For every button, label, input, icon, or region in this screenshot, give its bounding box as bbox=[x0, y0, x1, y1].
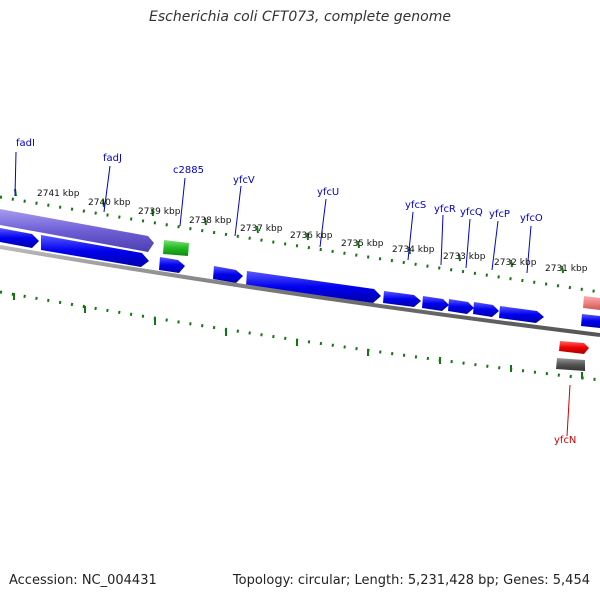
cds-arrow-3[interactable] bbox=[159, 257, 185, 273]
gene-label-yfcQ[interactable]: yfcQ bbox=[460, 207, 483, 269]
gene-name: yfcO bbox=[520, 213, 543, 224]
major-tick bbox=[306, 232, 309, 241]
cds-arrow-1[interactable] bbox=[0, 228, 39, 248]
gene-label-fadJ[interactable]: fadJ bbox=[103, 153, 122, 213]
outer-tick-ring bbox=[0, 195, 600, 294]
gene-fadJ-arrow[interactable] bbox=[41, 235, 149, 267]
gray-feature[interactable] bbox=[556, 358, 585, 371]
scale-label: 2737 kbp bbox=[240, 224, 283, 234]
map-title: Escherichia coli CFT073, complete genome bbox=[149, 9, 451, 25]
leader-line bbox=[103, 165, 111, 213]
gene-yfcQ-arrow[interactable] bbox=[448, 299, 474, 314]
cds-row bbox=[0, 228, 600, 328]
genome-summary-text: Topology: circular; Length: 5,231,428 bp… bbox=[232, 573, 590, 588]
gene-yfcR-arrow[interactable] bbox=[422, 296, 449, 311]
leader-line bbox=[465, 218, 471, 269]
gene-name: fadJ bbox=[103, 153, 122, 164]
gene-name: yfcN bbox=[554, 435, 576, 446]
gene-yfcN-arrow[interactable] bbox=[559, 341, 589, 354]
gene-name: c2885 bbox=[173, 165, 204, 176]
genome-backbone bbox=[0, 245, 600, 337]
major-tick bbox=[102, 199, 105, 208]
gene-yfcO-arrow[interactable] bbox=[499, 306, 544, 323]
gene-yfcS-arrow[interactable] bbox=[383, 291, 421, 307]
leader-line bbox=[440, 214, 444, 266]
gene-label-fadI[interactable]: fadI bbox=[14, 138, 35, 197]
scale-label: 2736 kbp bbox=[290, 231, 333, 241]
gene-yfcU-arrow[interactable] bbox=[246, 271, 381, 303]
major-tick bbox=[204, 217, 207, 226]
inner-major-ticks bbox=[13, 293, 583, 379]
gene-labels: fadI fadJ c2885 yfcV yfcU yfcS yfcR yfcQ yfcP yfc… bbox=[14, 138, 576, 446]
gene-label-c2885[interactable]: c2885 bbox=[173, 165, 204, 227]
gene-name: fadI bbox=[16, 138, 35, 149]
scale-label: 2741 kbp bbox=[37, 189, 80, 199]
major-tick bbox=[510, 259, 513, 268]
scale-label: 2738 kbp bbox=[189, 216, 232, 226]
gene-name: yfcQ bbox=[460, 207, 483, 218]
lower-strand-features bbox=[556, 341, 589, 371]
gene-label-yfcU[interactable]: yfcU bbox=[317, 187, 339, 248]
major-tick bbox=[357, 240, 360, 249]
gene-name: yfcP bbox=[489, 209, 510, 220]
scale-label: 2731 kbp bbox=[545, 264, 588, 274]
scale-label: 2739 kbp bbox=[138, 207, 181, 217]
scale-label: 2735 kbp bbox=[341, 239, 384, 249]
accession-text: Accession: NC_004431 bbox=[9, 573, 157, 588]
gene-name: yfcR bbox=[434, 204, 456, 215]
scale-label: 2740 kbp bbox=[88, 198, 131, 208]
gene-name: yfcU bbox=[317, 187, 339, 198]
gene-label-yfcV[interactable]: yfcV bbox=[233, 175, 255, 237]
gene-pink-fragment[interactable] bbox=[583, 296, 600, 310]
gene-label-yfcN[interactable]: yfcN bbox=[554, 384, 576, 446]
major-tick bbox=[458, 253, 461, 262]
gene-name: yfcS bbox=[405, 200, 426, 211]
gene-label-yfcP[interactable]: yfcP bbox=[489, 209, 510, 271]
gene-yfcV-arrow[interactable] bbox=[213, 266, 243, 283]
major-tick bbox=[256, 225, 259, 234]
gene-yfcP-arrow[interactable] bbox=[473, 302, 499, 317]
major-tick bbox=[151, 208, 154, 217]
scale-labels: 2741 kbp 2740 kbp 2739 kbp 2738 kbp 2737 kbp… bbox=[37, 189, 588, 274]
gene-label-yfcS[interactable]: yfcS bbox=[405, 200, 426, 261]
scale-label: 2734 kbp bbox=[392, 245, 435, 255]
leader-line bbox=[319, 198, 327, 248]
leader-line bbox=[14, 151, 17, 197]
major-tick bbox=[561, 265, 564, 274]
scale-label: 2732 kbp bbox=[494, 258, 537, 268]
leader-line bbox=[566, 384, 571, 437]
leader-line bbox=[526, 225, 532, 274]
gene-label-yfcO[interactable]: yfcO bbox=[520, 213, 543, 274]
gene-label-yfcR[interactable]: yfcR bbox=[434, 204, 456, 266]
cds-arrow-right-edge[interactable] bbox=[581, 314, 600, 328]
gene-c2885-arrow[interactable] bbox=[163, 240, 189, 256]
leader-line bbox=[407, 211, 414, 261]
leader-line bbox=[234, 185, 242, 237]
leader-line bbox=[179, 177, 186, 227]
gene-name: yfcV bbox=[233, 175, 255, 186]
leader-line bbox=[491, 220, 499, 271]
gene-fadI-arrow[interactable] bbox=[0, 209, 154, 252]
forward-strand-features bbox=[0, 209, 600, 310]
scale-label: 2733 kbp bbox=[443, 252, 486, 262]
